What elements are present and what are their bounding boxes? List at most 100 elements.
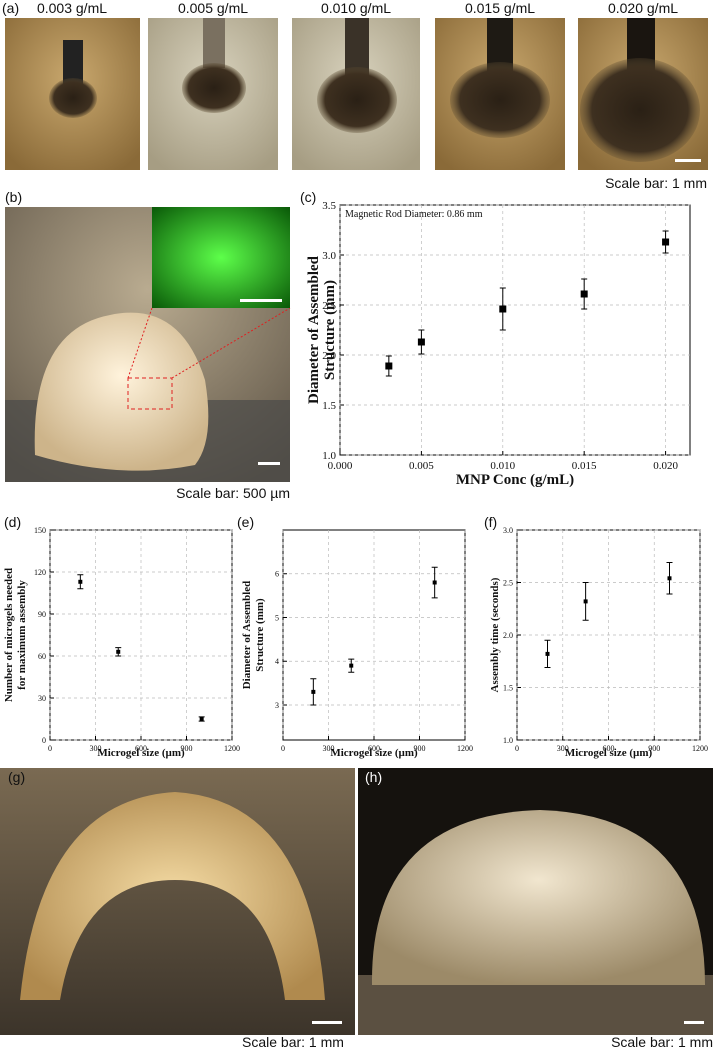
zoom-line — [127, 307, 153, 379]
x-tick-label: 0.000 — [328, 460, 353, 472]
gel-structure — [34, 312, 209, 471]
x-axis-title: Microgel size (µm) — [565, 747, 653, 759]
y-tick-label: 5 — [275, 613, 279, 622]
panel-label: (e) — [237, 514, 254, 530]
x-tick-label: 300 — [90, 744, 102, 753]
x-tick-label: 1200 — [692, 744, 708, 753]
data-point — [432, 580, 437, 585]
panel-b-photo — [5, 207, 291, 482]
data-point — [662, 238, 670, 246]
x-tick-label: 600 — [603, 744, 615, 753]
data-point — [385, 362, 393, 370]
data-point — [116, 649, 121, 654]
y-tick-label: 1.0 — [503, 736, 513, 745]
y-tick-label: 2.5 — [322, 300, 336, 312]
y-tick-label: 3.0 — [503, 526, 513, 535]
scale-caption: Scale bar: 1 mm — [605, 175, 707, 191]
scale-bar — [240, 299, 282, 302]
panel-label: (f) — [484, 514, 497, 530]
y-tick-label: 1.0 — [322, 450, 336, 462]
gel-arch — [20, 792, 325, 1000]
x-tick-label: 600 — [135, 744, 147, 753]
panel-label: (c) — [300, 189, 316, 205]
y-tick-label: 150 — [34, 526, 46, 535]
panel-label: (d) — [4, 514, 21, 530]
image-label: 0.003 g/mL — [37, 0, 107, 16]
y-tick-label: 2.0 — [503, 631, 513, 640]
assembly — [182, 63, 246, 113]
image-label: 0.015 g/mL — [465, 0, 535, 16]
y-tick-label: 3 — [275, 701, 279, 710]
image-label: 0.020 g/mL — [608, 0, 678, 16]
data-point — [545, 651, 550, 656]
x-tick-label: 1200 — [457, 744, 473, 753]
y-tick-label: 120 — [34, 568, 46, 577]
y-tick-label: 3.5 — [322, 200, 336, 212]
panel-g-photo — [0, 768, 355, 1035]
y-tick-label: 3.0 — [322, 250, 336, 262]
data-point — [199, 717, 204, 721]
x-tick-label: 900 — [181, 744, 193, 753]
x-tick-label: 0 — [281, 744, 285, 753]
rod — [203, 18, 225, 68]
panel-label: (h) — [365, 769, 382, 785]
y-tick-label: 2.0 — [322, 350, 336, 362]
y-tick-label: 90 — [38, 610, 46, 619]
x-tick-label: 900 — [414, 744, 426, 753]
y-tick-label: 6 — [275, 570, 279, 579]
y-axis-title: Structure (mm) — [254, 598, 266, 672]
x-tick-label: 0.005 — [409, 460, 434, 472]
panel-label: (a) — [2, 0, 19, 16]
x-tick-label: 0.010 — [490, 460, 515, 472]
scale-bar — [312, 1021, 342, 1024]
rod — [63, 40, 83, 85]
scale-caption: Scale bar: 1 mm — [242, 1034, 344, 1050]
x-tick-label: 300 — [557, 744, 569, 753]
assembly — [317, 67, 397, 133]
scale-bar — [258, 462, 280, 465]
x-tick-label: 900 — [648, 744, 660, 753]
annotation: Magnetic Rod Diameter: 0.86 mm — [345, 209, 483, 220]
data-point — [580, 290, 588, 298]
plot-frame — [339, 204, 691, 456]
y-tick-label: 60 — [38, 652, 46, 661]
panel-a-photos — [5, 18, 708, 170]
y-tick-label: 2.5 — [503, 578, 513, 587]
data-point — [499, 305, 507, 313]
assembly — [450, 62, 550, 138]
data-point — [583, 599, 588, 604]
y-axis-title: Assembly time (seconds) — [489, 577, 501, 692]
y-tick-label: 30 — [38, 694, 46, 703]
zoom-box — [127, 377, 173, 410]
x-tick-label: 0.015 — [572, 460, 597, 472]
y-tick-label: 1.5 — [503, 683, 513, 692]
y-tick-label: 4 — [275, 657, 279, 666]
y-axis-title: Diameter of Assembled — [241, 581, 253, 690]
data-point — [667, 576, 672, 581]
data-point — [417, 338, 425, 346]
image-label: 0.005 g/mL — [178, 0, 248, 16]
data-point — [349, 663, 354, 668]
fluorescence-inset — [152, 207, 290, 308]
x-axis-title: Microgel size (µm) — [330, 747, 418, 759]
panel-h-photo — [358, 768, 713, 1035]
assembly — [49, 78, 97, 118]
panel-label: (g) — [8, 769, 25, 785]
y-axis-title: for maximum assembly — [16, 580, 28, 690]
y-axis-title: Diameter of Assembled — [306, 255, 322, 404]
x-tick-label: 0 — [515, 744, 519, 753]
y-tick-label: 0 — [42, 736, 46, 745]
scale-caption: Scale bar: 1 mm — [611, 1034, 713, 1050]
y-tick-label: 1.5 — [322, 400, 336, 412]
data-point — [78, 579, 83, 584]
x-tick-label: 1200 — [224, 744, 240, 753]
gel-dome — [371, 810, 705, 985]
x-tick-label: 300 — [323, 744, 335, 753]
x-axis-title: MNP Conc (g/mL) — [456, 472, 574, 488]
y-axis-title: Structure (mm) — [322, 280, 338, 380]
x-axis-title: Microgel size (µm) — [97, 747, 185, 759]
assembly — [580, 58, 700, 162]
x-tick-label: 600 — [368, 744, 380, 753]
y-axis-title: Number of microgels needed — [3, 568, 15, 702]
